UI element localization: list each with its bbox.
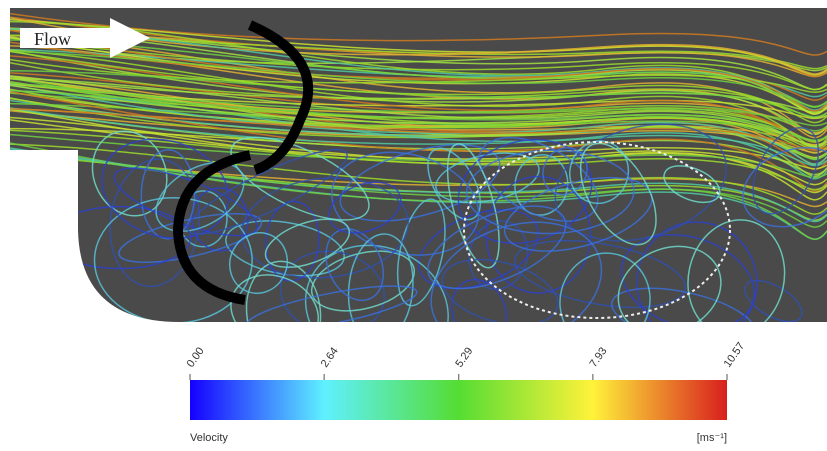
colorbar-tick-label: 10.57 <box>722 340 748 369</box>
colorbar-tick-label: 5.29 <box>453 345 475 369</box>
flow-label: Flow <box>34 29 71 49</box>
colorbar-tick-label: 0.00 <box>185 345 207 369</box>
figure: Flow Velocity [ms⁻¹] 0.00 2.64 5.29 7.93 10.… <box>0 0 827 451</box>
colorbar-label: Velocity <box>190 432 228 444</box>
colorbar-tick-label: 2.64 <box>319 345 341 369</box>
colorbar-unit: [ms⁻¹] <box>697 432 727 444</box>
colorbar <box>190 380 727 420</box>
colorbar-tick-label: 7.93 <box>588 345 610 369</box>
